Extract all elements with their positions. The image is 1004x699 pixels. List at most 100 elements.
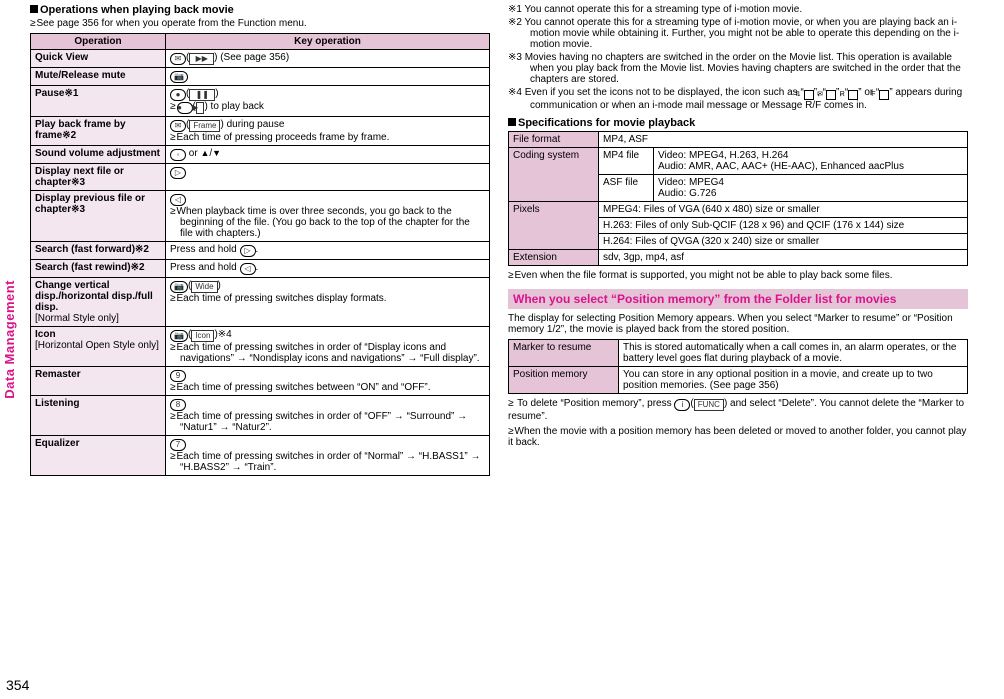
cell-label: Equalizer xyxy=(31,436,166,476)
cell-label: Icon[Horizontal Open Style only] xyxy=(31,327,166,367)
cell-value: H.263: Files of only Sub-QCIF (128 x 96)… xyxy=(599,218,968,234)
left-subline: See page 356 for when you operate from t… xyxy=(30,18,490,29)
cell-sub: Each time of pressing switches in order … xyxy=(170,342,485,364)
cell-label: Listening xyxy=(31,396,166,436)
cell-sup: ※4 xyxy=(218,329,232,340)
status-icon: F xyxy=(879,90,889,100)
cell-label: Search (fast forward)※2 xyxy=(31,242,166,260)
cell-header: Extension xyxy=(509,250,599,266)
cell-label: Quick View xyxy=(31,50,166,68)
spec-heading-text: Specifications for movie playback xyxy=(518,117,695,129)
cell-label: Display previous file or chapter※3 xyxy=(31,191,166,242)
cell-value: Video: MPEG4 Audio: G.726 xyxy=(654,175,968,202)
table-row: Mute/Release mute 📷 xyxy=(31,68,490,86)
soft-label: FUNC xyxy=(694,399,724,411)
page-number: 354 xyxy=(6,677,29,693)
cell-label: Pause※1 xyxy=(31,86,166,117)
soft-label: Icon xyxy=(191,330,214,342)
cell-label: Mute/Release mute xyxy=(31,68,166,86)
cell-sub: Each time of pressing switches in order … xyxy=(170,451,485,473)
table-header-row: Operation Key operation xyxy=(31,34,490,50)
cell-label: Change vertical disp./horizontal disp./f… xyxy=(31,278,166,327)
num7-key-icon: 7 xyxy=(170,439,186,451)
left-heading-text: Operations when playing back movie xyxy=(40,4,234,16)
side-tab: Data Management xyxy=(2,280,17,399)
mail-key-icon: ✉ xyxy=(170,120,186,132)
center-key-icon: ● xyxy=(170,89,186,101)
cell-text: Press and hold xyxy=(170,244,240,255)
nav-key-icon: ◦ xyxy=(170,149,186,161)
cell-sub: Each time of pressing switches in order … xyxy=(170,411,485,433)
table-row: Pause※1 ●( ❚❚ ) ●( ▶ ) to play back xyxy=(31,86,490,117)
table-row: Position memory You can store in any opt… xyxy=(509,367,968,394)
tail-note-1: To delete “Position memory”, press i(FUN… xyxy=(508,398,968,422)
section-heading: When you select “Position memory” from t… xyxy=(508,289,968,309)
right-column: ※1 You cannot operate this for a streami… xyxy=(508,4,968,476)
cell-label-sub: [Normal Style only] xyxy=(35,313,119,324)
cell-sub-header: ASF file xyxy=(599,175,654,202)
cell-value: 📷 xyxy=(166,68,490,86)
cell-value: Video: MPEG4, H.263, H.264 Audio: AMR, A… xyxy=(654,148,968,175)
cell-header: File format xyxy=(509,132,599,148)
cell-value: You can store in any optional position i… xyxy=(619,367,968,394)
cell-header: Pixels xyxy=(509,202,599,250)
num9-key-icon: 9 xyxy=(170,370,186,382)
cell-label-sub: [Horizontal Open Style only] xyxy=(35,340,159,351)
square-icon xyxy=(508,118,516,126)
right-key-icon: ▷ xyxy=(240,245,256,257)
table-row: Play back frame by frame※2 ✉(Frame) duri… xyxy=(31,117,490,146)
notes-list: ※1 You cannot operate this for a streami… xyxy=(508,4,968,111)
camera-key-icon: 📷 xyxy=(170,71,188,83)
cell-sub: Each time of pressing switches between “… xyxy=(170,382,485,393)
table-row: Extension sdv, 3gp, mp4, asf xyxy=(509,250,968,266)
cell-sub: When playback time is over three seconds… xyxy=(170,206,485,239)
cell-value: 📷(Icon)※4 Each time of pressing switches… xyxy=(166,327,490,367)
spec-heading: Specifications for movie playback xyxy=(508,117,968,129)
cell-value: ✉( ▶▶ ) (See page 356) xyxy=(166,50,490,68)
note-2: ※2 You cannot operate this for a streami… xyxy=(508,17,968,50)
note-4d: ” or “ xyxy=(858,87,879,98)
cell-text: ) during pause xyxy=(220,119,284,130)
spec-note: Even when the file format is supported, … xyxy=(508,270,968,281)
page-columns: Operations when playing back movie See p… xyxy=(0,0,1004,480)
table-row: Change vertical disp./horizontal disp./f… xyxy=(31,278,490,327)
tail-note-2: When the movie with a position memory ha… xyxy=(508,426,968,448)
cell-value: ✉(Frame) during pause Each time of press… xyxy=(166,117,490,146)
table-row: Display previous file or chapter※3 ◁ Whe… xyxy=(31,191,490,242)
section-body: The display for selecting Position Memor… xyxy=(508,313,968,335)
operations-table: Operation Key operation Quick View ✉( ▶▶… xyxy=(30,33,490,476)
table-row: Listening 8 Each time of pressing switch… xyxy=(31,396,490,436)
table-row: Equalizer 7 Each time of pressing switch… xyxy=(31,436,490,476)
cell-header: Marker to resume xyxy=(509,340,619,367)
i-key-icon: i xyxy=(674,399,690,411)
left-heading: Operations when playing back movie xyxy=(30,4,490,16)
cell-text: ) (See page 356) xyxy=(214,52,289,63)
cell-value: Press and hold ▷. xyxy=(166,242,490,260)
status-icon: ✉ xyxy=(826,90,836,100)
status-icon: R xyxy=(848,90,858,100)
cell-label: Remaster xyxy=(31,367,166,396)
cell-label: Play back frame by frame※2 xyxy=(31,117,166,146)
cell-text: or xyxy=(186,148,200,159)
left-column: Operations when playing back movie See p… xyxy=(30,4,490,476)
soft-label: Wide xyxy=(191,281,217,293)
table-row: Marker to resume This is stored automati… xyxy=(509,340,968,367)
right-key-icon: ▷ xyxy=(170,167,186,179)
note-4a: ※4 Even if you set the icons not to be d… xyxy=(508,87,804,98)
status-icon: ⇅ xyxy=(804,90,814,100)
table-row: Icon[Horizontal Open Style only] 📷(Icon)… xyxy=(31,327,490,367)
table-row: Quick View ✉( ▶▶ ) (See page 356) xyxy=(31,50,490,68)
cell-label: Display next file or chapter※3 xyxy=(31,164,166,191)
table-row: Search (fast forward)※2 Press and hold ▷… xyxy=(31,242,490,260)
soft-label: Frame xyxy=(189,120,220,132)
note-1: ※1 You cannot operate this for a streami… xyxy=(508,4,968,15)
up-key-icon: ▲ xyxy=(200,148,209,158)
cell-sub-header: MP4 file xyxy=(599,148,654,175)
table-row: Sound volume adjustment ◦ or ▲/▼ xyxy=(31,146,490,164)
cell-value: ◦ or ▲/▼ xyxy=(166,146,490,164)
num8-key-icon: 8 xyxy=(170,399,186,411)
cell-value: ▷ xyxy=(166,164,490,191)
note-3: ※3 Movies having no chapters are switche… xyxy=(508,52,968,85)
table-row: Pixels MPEG4: Files of VGA (640 x 480) s… xyxy=(509,202,968,218)
camera-key-icon: 📷 xyxy=(170,281,188,293)
